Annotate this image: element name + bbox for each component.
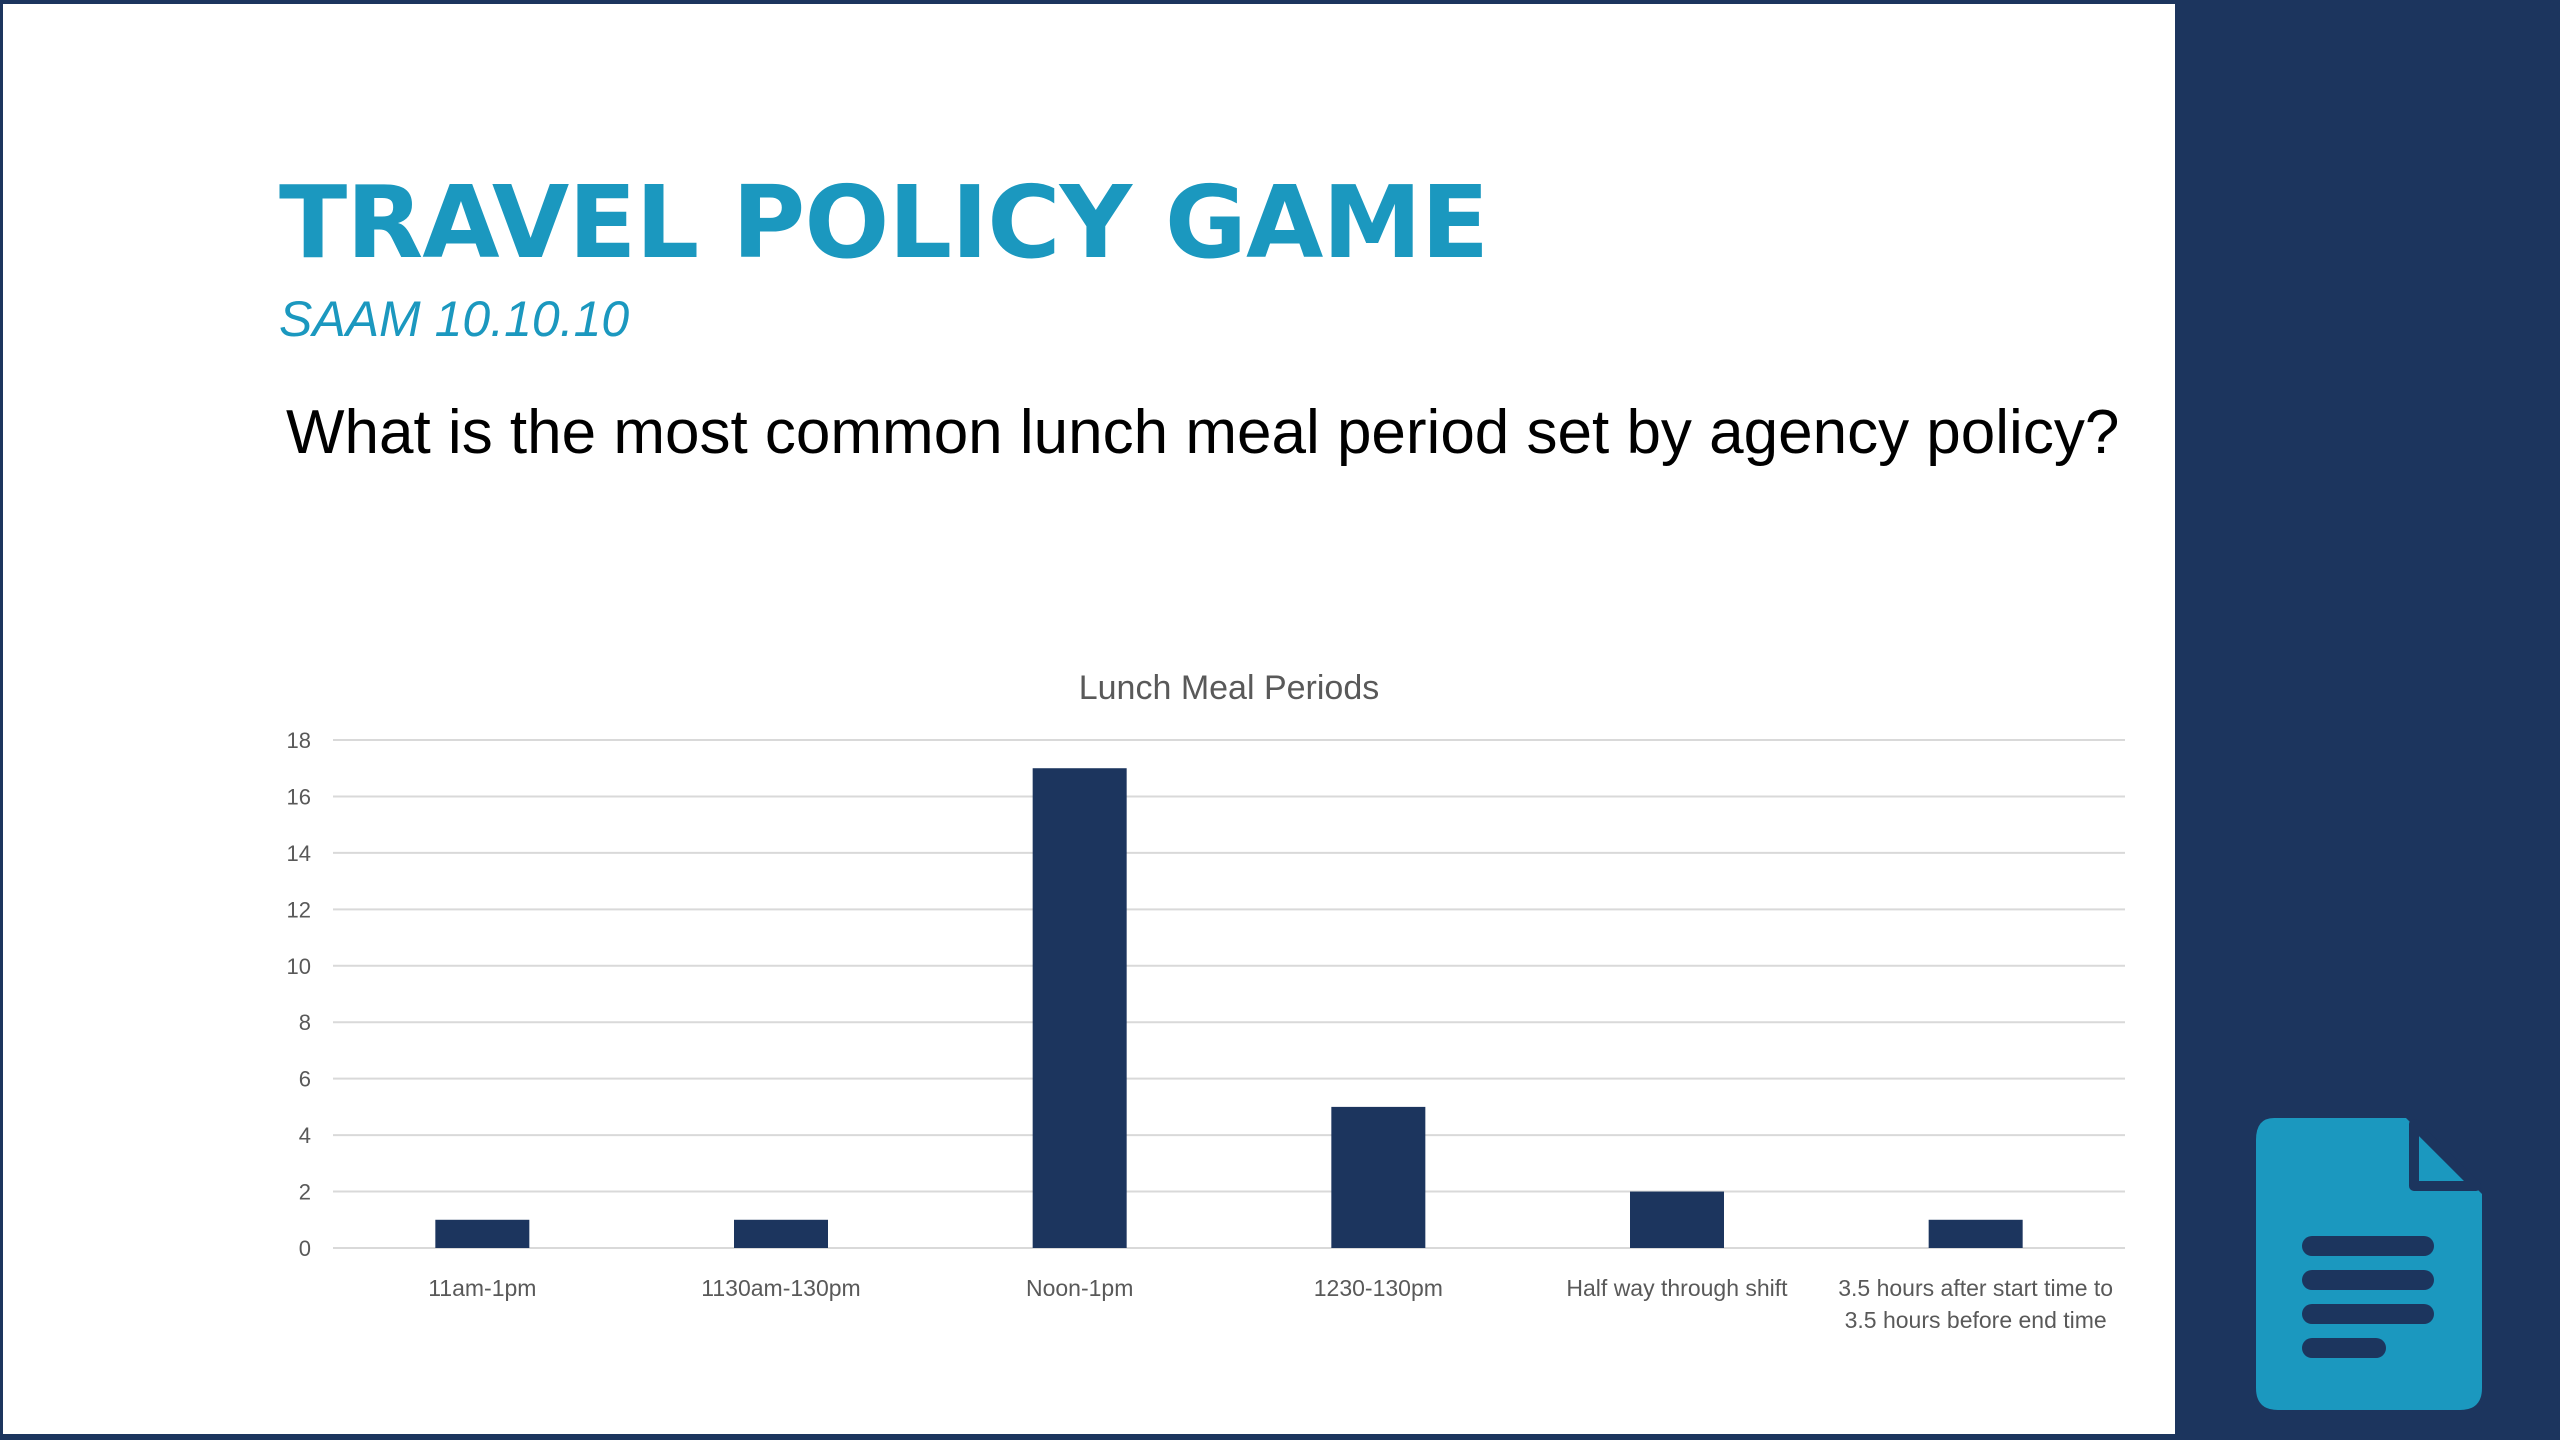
y-tick-label: 14 <box>287 841 311 866</box>
x-tick-label: 1230-130pm <box>1314 1275 1443 1301</box>
slide: TRAVEL POLICY GAME SAAM 10.10.10 What is… <box>3 4 2175 1434</box>
question-text: What is the most common lunch meal perio… <box>286 398 2120 467</box>
y-tick-label: 10 <box>287 954 311 979</box>
x-tick-label: 1130am-130pm <box>701 1275 860 1301</box>
y-tick-label: 6 <box>299 1067 311 1092</box>
y-tick-label: 18 <box>287 728 311 753</box>
bar <box>1630 1191 1724 1248</box>
y-tick-label: 12 <box>287 897 311 922</box>
bar <box>435 1219 530 1248</box>
bar <box>1032 768 1127 1248</box>
y-tick-label: 2 <box>299 1180 311 1205</box>
x-tick-label: 3.5 hours after start time to <box>1838 1275 2113 1301</box>
slide-title: TRAVEL POLICY GAME <box>279 164 1489 281</box>
bar <box>734 1219 828 1248</box>
chart-title: Lunch Meal Periods <box>1079 669 1380 707</box>
chart-container: Lunch Meal Periods 0 2 4 6 8 10 12 14 16 18 11am-1p… <box>3 4 2175 1434</box>
x-tick-label: Noon-1pm <box>1026 1275 1133 1301</box>
x-tick-label: 11am-1pm <box>428 1275 536 1301</box>
y-tick-label: 0 <box>299 1236 311 1261</box>
bar <box>1928 1219 2023 1248</box>
y-tick-label: 4 <box>299 1123 311 1148</box>
y-tick-label: 16 <box>287 784 311 809</box>
y-tick-label: 8 <box>299 1010 311 1035</box>
x-tick-label: Half way through shift <box>1566 1275 1788 1301</box>
x-tick-label: 3.5 hours before end time <box>1845 1307 2107 1333</box>
slide-subtitle: SAAM 10.10.10 <box>279 291 630 347</box>
bar <box>1331 1106 1426 1248</box>
bar-chart: Lunch Meal Periods 0 2 4 6 8 10 12 14 16 18 11am-1p… <box>287 669 2125 1333</box>
document-icon[interactable] <box>2256 1118 2482 1410</box>
